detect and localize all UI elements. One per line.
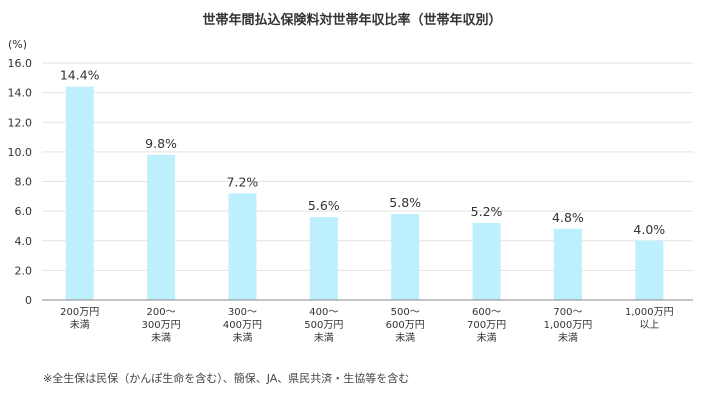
category-label-line: 未満: [70, 319, 90, 331]
category-label-line: 400〜: [309, 307, 338, 318]
category-label-line: 400万円: [223, 320, 262, 331]
bar: [147, 154, 176, 300]
category-label: 600〜 700万円未満: [467, 307, 506, 344]
data-label: 5.8%: [389, 195, 421, 210]
bar: [65, 86, 94, 300]
data-label: 4.8%: [552, 210, 584, 225]
category-label-line: 未満: [151, 332, 171, 344]
data-label: 5.6%: [308, 198, 340, 213]
y-tick-label: 14.0: [8, 87, 33, 100]
y-tick-label: 4.0: [15, 235, 33, 248]
y-tick-label: 10.0: [8, 146, 33, 159]
category-label-line: 600〜: [472, 307, 501, 318]
category-label: 400〜 500万円未満: [304, 307, 343, 344]
bar: [391, 214, 420, 300]
category-label-line: 未満: [314, 332, 334, 344]
category-label-line: 700〜: [553, 307, 582, 318]
category-label: 1,000万円以上: [625, 307, 674, 331]
grid-lines: [42, 62, 693, 271]
category-label-line: 700万円: [467, 320, 506, 331]
data-label: 9.8%: [145, 136, 177, 151]
category-label-line: 未満: [395, 332, 415, 344]
data-labels: 14.4% 9.8% 7.2% 5.6% 5.8% 5.2% 4.8% 4.0%: [60, 68, 665, 237]
data-label: 4.0%: [633, 222, 665, 237]
y-axis-ticks: 0 2.0 4.0 6.0 8.0 10.0 12.0 14.0 16.0: [8, 57, 33, 307]
bar: [228, 193, 257, 300]
category-label-line: 500〜: [391, 307, 420, 318]
category-label: 500〜 600万円未満: [386, 307, 425, 344]
category-label-line: 300〜: [228, 307, 257, 318]
y-tick-label: 16.0: [8, 57, 33, 70]
y-tick-label: 12.0: [8, 116, 33, 129]
category-label-line: 未満: [232, 332, 252, 344]
category-label-line: 500万円: [304, 320, 343, 331]
category-label: 200〜 300万円未満: [142, 307, 181, 344]
data-label: 14.4%: [60, 68, 100, 83]
category-label: 200万円未満: [60, 307, 99, 331]
data-label: 5.2%: [471, 204, 503, 219]
category-label: 700〜 1,000万円未満: [544, 307, 593, 344]
category-label: 300〜 400万円未満: [223, 307, 262, 344]
bar: [309, 217, 338, 300]
bar: [472, 222, 501, 300]
category-label-line: 200万円: [60, 307, 99, 318]
category-label-line: 600万円: [386, 320, 425, 331]
category-label-line: 1,000万円: [625, 307, 674, 318]
y-tick-label: 0: [25, 294, 32, 307]
bar: [635, 240, 664, 300]
footnote: ※全生保は民保（かんぽ生命を含む）、簡保、JA、県民共済・生協等を含む: [43, 371, 409, 385]
category-label-line: 未満: [558, 332, 578, 344]
y-tick-label: 8.0: [15, 176, 33, 189]
bar: [553, 228, 582, 300]
data-label: 7.2%: [227, 174, 259, 189]
y-tick-label: 2.0: [15, 264, 33, 277]
category-label-line: 以上: [639, 319, 659, 331]
category-label-line: 200〜: [147, 307, 176, 318]
bars: [65, 86, 664, 300]
category-label-line: 300万円: [142, 320, 181, 331]
chart-title: 世帯年間払込保険料対世帯年収比率（世帯年収別）: [202, 12, 501, 28]
category-label-line: 未満: [477, 332, 497, 344]
y-axis-unit: (%): [8, 38, 27, 51]
category-label-line: 1,000万円: [544, 320, 593, 331]
y-tick-label: 6.0: [15, 205, 33, 218]
